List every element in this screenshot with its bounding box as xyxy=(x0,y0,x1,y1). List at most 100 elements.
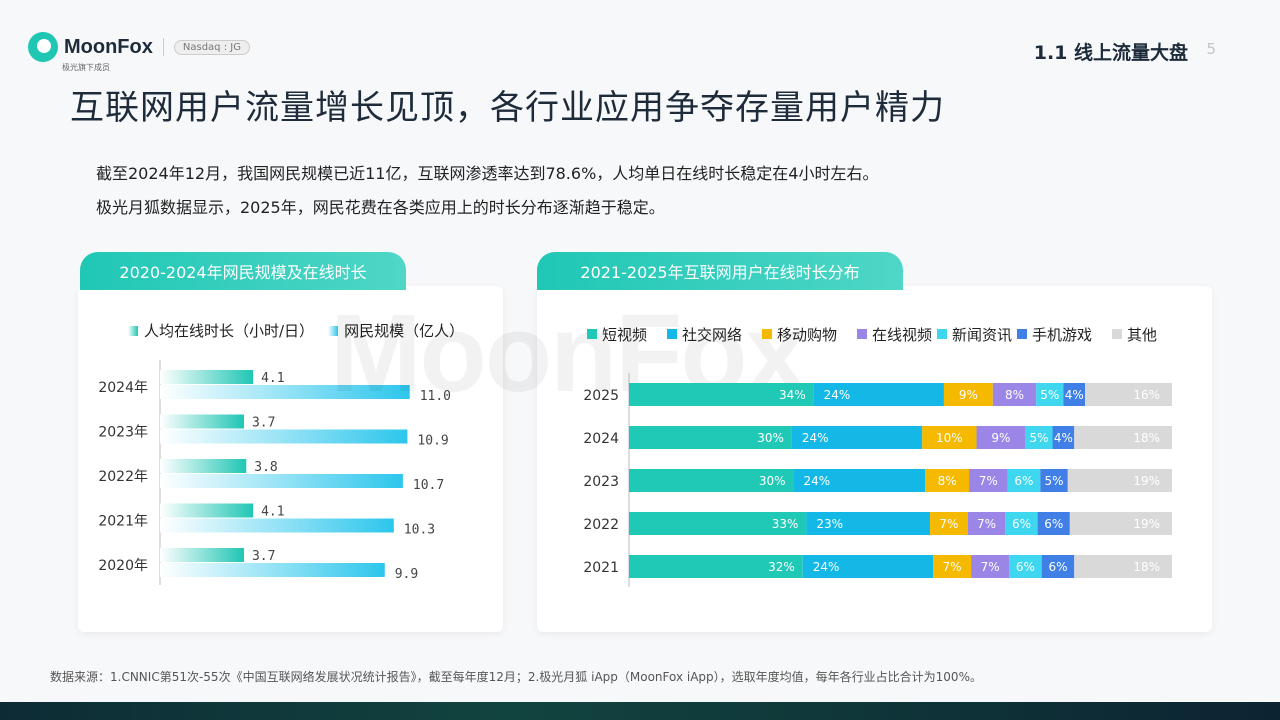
legend-swatch xyxy=(667,329,677,339)
legend-swatch-duration xyxy=(128,325,138,336)
segment-value-label: 33% xyxy=(772,517,799,531)
users-bar xyxy=(160,518,394,533)
page-title: 互联网用户流量增长见顶，各行业应用争夺存量用户精力 xyxy=(70,88,945,128)
segment-value-label: 9% xyxy=(959,388,978,402)
segment-value-label: 6% xyxy=(1016,560,1035,574)
legend-swatch xyxy=(857,329,867,339)
section-label: 1.1 线上流量大盘 xyxy=(1033,42,1188,64)
stack-segment xyxy=(1074,555,1172,578)
segment-value-label: 32% xyxy=(768,560,795,574)
stack-segment xyxy=(1041,555,1075,578)
stack-segment xyxy=(992,383,1037,406)
segment-value-label: 30% xyxy=(757,431,784,445)
stack-segment xyxy=(629,469,794,492)
legend-label: 手机游戏 xyxy=(1032,326,1092,344)
segment-value-label: 6% xyxy=(1012,517,1031,531)
stack-segment xyxy=(1037,512,1070,535)
legend-swatch xyxy=(762,329,772,339)
year-tick-label: 2024 xyxy=(583,431,619,447)
segment-value-label: 7% xyxy=(979,474,998,488)
segment-value-label: 8% xyxy=(938,474,957,488)
brand-logo: MoonFox 极光旗下成员 Nasdaq : JG xyxy=(28,32,250,72)
bottom-decor-bar xyxy=(0,702,1280,720)
segment-value-label: 5% xyxy=(1029,431,1048,445)
stack-segment xyxy=(976,426,1026,449)
legend-label-duration: 人均在线时长（小时/日） xyxy=(144,322,315,340)
stack-segment xyxy=(969,469,1008,492)
duration-value-label: 3.7 xyxy=(252,549,275,564)
segment-value-label: 24% xyxy=(824,388,851,402)
year-tick-label: 2023年 xyxy=(98,425,148,441)
stack-segment xyxy=(930,512,968,535)
legend-swatch xyxy=(1112,329,1122,339)
segment-value-label: 24% xyxy=(802,431,829,445)
stack-segment xyxy=(1025,426,1053,449)
users-value-label: 10.9 xyxy=(417,434,448,449)
stack-segment xyxy=(791,426,923,449)
stack-segment xyxy=(629,512,807,535)
stack-segment xyxy=(1069,512,1172,535)
segment-value-label: 24% xyxy=(813,560,840,574)
segment-value-label: 6% xyxy=(1044,517,1063,531)
legend-swatch xyxy=(937,329,947,339)
year-tick-label: 2020年 xyxy=(98,558,148,574)
segment-value-label: 4% xyxy=(1065,388,1084,402)
stack-segment xyxy=(925,469,970,492)
moonfox-logo-icon xyxy=(28,32,58,62)
segment-value-label: 7% xyxy=(981,560,1000,574)
year-tick-label: 2024年 xyxy=(98,380,148,396)
segment-value-label: 10% xyxy=(936,431,963,445)
stack-segment xyxy=(629,383,814,406)
segment-value-label: 16% xyxy=(1133,388,1160,402)
stack-segment xyxy=(802,555,934,578)
right-panel-tab: 2021-2025年互联网用户在线时长分布 xyxy=(537,252,903,290)
duration-value-label: 4.1 xyxy=(261,505,284,520)
duration-bar xyxy=(160,503,254,518)
duration-bar xyxy=(160,459,247,473)
duration-value-label: 3.7 xyxy=(252,416,275,431)
segment-value-label: 24% xyxy=(804,474,831,488)
legend-label-users: 网民规模（亿人） xyxy=(344,322,465,340)
stack-segment xyxy=(806,512,931,535)
segment-value-label: 30% xyxy=(759,474,786,488)
legend-swatch-users xyxy=(328,325,339,336)
legend-swatch xyxy=(1017,329,1027,339)
year-tick-label: 2021 xyxy=(583,560,619,576)
page-number: 5 xyxy=(1206,40,1216,58)
legend-label: 在线视频 xyxy=(872,326,932,344)
segment-value-label: 5% xyxy=(1040,388,1059,402)
year-tick-label: 2022年 xyxy=(98,469,148,485)
stack-segment xyxy=(1074,426,1172,449)
brand-subtitle: 极光旗下成员 xyxy=(62,63,110,72)
stack-segment xyxy=(922,426,977,449)
stack-segment xyxy=(1063,383,1086,406)
duration-value-label: 3.8 xyxy=(254,460,277,475)
data-source-footer: 数据来源：1.CNNIC第51次-55次《中国互联网络发展状况统计报告》，截至每… xyxy=(50,670,982,684)
duration-value-label: 4.1 xyxy=(261,371,284,386)
stack-segment xyxy=(1040,469,1068,492)
segment-value-label: 23% xyxy=(816,517,843,531)
legend-label: 移动购物 xyxy=(777,326,837,344)
stack-segment xyxy=(1009,555,1042,578)
duration-bar xyxy=(160,548,244,562)
segment-value-label: 19% xyxy=(1133,474,1160,488)
description-line-2: 极光月狐数据显示，2025年，网民花费在各类应用上的时长分布逐渐趋于稳定。 xyxy=(96,198,665,217)
segment-value-label: 7% xyxy=(943,560,962,574)
segment-value-label: 6% xyxy=(1048,560,1067,574)
year-tick-label: 2022 xyxy=(583,517,619,533)
legend-swatch xyxy=(587,329,597,339)
users-value-label: 10.7 xyxy=(413,478,444,493)
segment-value-label: 5% xyxy=(1045,474,1064,488)
duration-bar xyxy=(160,414,244,429)
users-bar xyxy=(160,385,410,399)
year-tick-label: 2021年 xyxy=(98,514,148,530)
stack-segment xyxy=(629,555,803,578)
stack-segment xyxy=(1085,383,1172,406)
description-line-1: 截至2024年12月，我国网民规模已近11亿，互联网渗透率达到78.6%，人均单… xyxy=(96,164,879,183)
logo-divider xyxy=(162,38,164,56)
stack-segment xyxy=(629,426,792,449)
duration-bar xyxy=(160,370,254,384)
stack-segment xyxy=(813,383,944,406)
stack-segment xyxy=(793,469,926,492)
left-panel-tab: 2020-2024年网民规模及在线时长 xyxy=(80,252,406,290)
